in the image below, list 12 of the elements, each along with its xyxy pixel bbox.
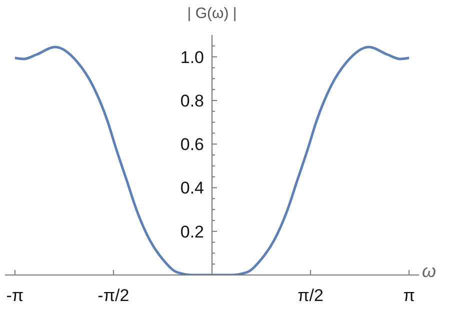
x-tick-label: -π bbox=[6, 286, 24, 305]
y-tick-label: 1.0 bbox=[180, 48, 204, 67]
y-tick-label: 0.8 bbox=[180, 91, 204, 110]
x-tick-label: -π/2 bbox=[98, 286, 130, 305]
y-tick-label: 0.4 bbox=[180, 178, 204, 198]
y-axis-title: | G(ω) | bbox=[186, 5, 238, 22]
line-series bbox=[14, 46, 410, 275]
x-tick-label: π/2 bbox=[298, 286, 324, 305]
x-axis-title: ω bbox=[422, 261, 436, 282]
x-tick-label: π bbox=[403, 286, 415, 305]
y-tick-label: 0.6 bbox=[180, 135, 204, 154]
y-tick-label: 0.2 bbox=[180, 222, 204, 242]
